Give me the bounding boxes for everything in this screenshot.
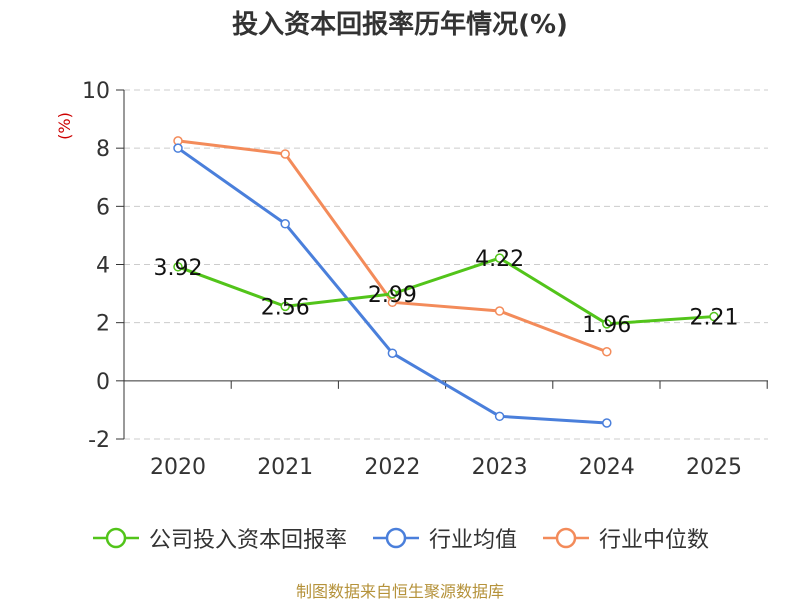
x-tick-label: 2024 <box>579 455 635 480</box>
y-tick-label: 8 <box>96 137 110 162</box>
data-label: 2.21 <box>690 306 739 331</box>
data-label: 2.99 <box>368 283 417 308</box>
legend-label: 行业中位数 <box>599 528 710 553</box>
x-tick-label: 2025 <box>686 455 742 480</box>
y-tick-label: 6 <box>96 195 110 220</box>
data-label: 1.96 <box>582 313 631 338</box>
chart-title: 投入资本回报率历年情况(%) <box>232 10 568 40</box>
legend-label: 行业均值 <box>428 528 517 553</box>
x-tick-label: 2021 <box>257 455 313 480</box>
data-point[interactable] <box>709 311 719 322</box>
data-point[interactable] <box>280 301 290 312</box>
y-axis-label: (%) <box>55 112 74 140</box>
line-chart: -2 0 2 4 6 8 10 2020 2021 2022 2023 2024 2025 (%) 3.92… <box>55 79 768 480</box>
x-tick-label: 2022 <box>364 455 420 480</box>
data-point[interactable] <box>173 262 183 272</box>
data-label: 3.92 <box>154 256 203 281</box>
legend-item[interactable]: 行业均值 <box>371 522 517 554</box>
data-label: 2.56 <box>261 295 310 320</box>
data-point[interactable] <box>387 348 398 358</box>
x-tick-label: 2020 <box>150 455 206 480</box>
data-point[interactable] <box>280 149 290 159</box>
source-note: 制图数据来自恒生聚源数据库 <box>295 582 504 601</box>
series-line <box>177 139 608 354</box>
y-tick-label: 2 <box>96 312 110 337</box>
legend-marker-icon <box>92 527 139 549</box>
data-point[interactable] <box>602 418 612 428</box>
data-point[interactable] <box>494 253 505 263</box>
data-point[interactable] <box>494 411 505 422</box>
y-tick-label: 10 <box>82 79 110 104</box>
data-label: 4.22 <box>475 247 524 272</box>
data-point[interactable] <box>387 289 398 299</box>
x-tick-label: 2023 <box>472 455 528 480</box>
legend-marker-icon <box>543 527 589 549</box>
data-point[interactable] <box>280 219 290 229</box>
series-line <box>177 256 715 326</box>
y-tick-label: 0 <box>96 370 110 395</box>
y-tick-label: 4 <box>96 254 110 279</box>
legend-item[interactable]: 公司投入资本回报率 <box>91 522 347 554</box>
data-point[interactable] <box>173 143 183 153</box>
legend-marker-icon <box>372 527 419 549</box>
y-tick-label: -2 <box>88 428 110 453</box>
legend-label: 公司投入资本回报率 <box>148 528 347 553</box>
legend-item[interactable]: 行业中位数 <box>541 522 709 554</box>
data-point[interactable] <box>602 319 612 329</box>
data-point[interactable] <box>602 347 612 357</box>
data-point[interactable] <box>494 306 505 316</box>
chart-legend: 公司投入资本回报率 行业均值 行业中位数 <box>0 520 800 556</box>
